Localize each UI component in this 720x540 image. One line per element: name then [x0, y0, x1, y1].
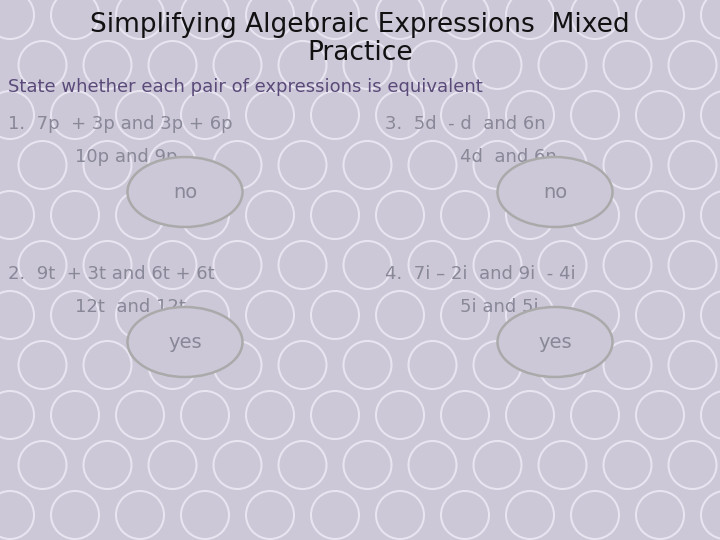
Text: yes: yes [538, 333, 572, 352]
Ellipse shape [498, 307, 613, 377]
Text: yes: yes [168, 333, 202, 352]
Text: 3.  5d  - d  and 6n: 3. 5d - d and 6n [385, 115, 546, 133]
Text: 2.  9t  + 3t and 6t + 6t: 2. 9t + 3t and 6t + 6t [8, 265, 215, 283]
Text: 1.  7p  + 3p and 3p + 6p: 1. 7p + 3p and 3p + 6p [8, 115, 233, 133]
Ellipse shape [127, 307, 243, 377]
Text: State whether each pair of expressions is equivalent: State whether each pair of expressions i… [8, 78, 482, 96]
Text: 5i and 5i: 5i and 5i [460, 298, 539, 316]
Ellipse shape [498, 157, 613, 227]
Text: no: no [173, 183, 197, 201]
Text: 12t  and 12t: 12t and 12t [75, 298, 186, 316]
Text: 4.  7i – 2i  and 9i  - 4i: 4. 7i – 2i and 9i - 4i [385, 265, 575, 283]
Text: Practice: Practice [307, 40, 413, 66]
Text: 4d  and 6n: 4d and 6n [460, 148, 557, 166]
Text: no: no [543, 183, 567, 201]
Text: 10p and 9p: 10p and 9p [75, 148, 178, 166]
Ellipse shape [127, 157, 243, 227]
Text: Simplifying Algebraic Expressions  Mixed: Simplifying Algebraic Expressions Mixed [90, 12, 630, 38]
